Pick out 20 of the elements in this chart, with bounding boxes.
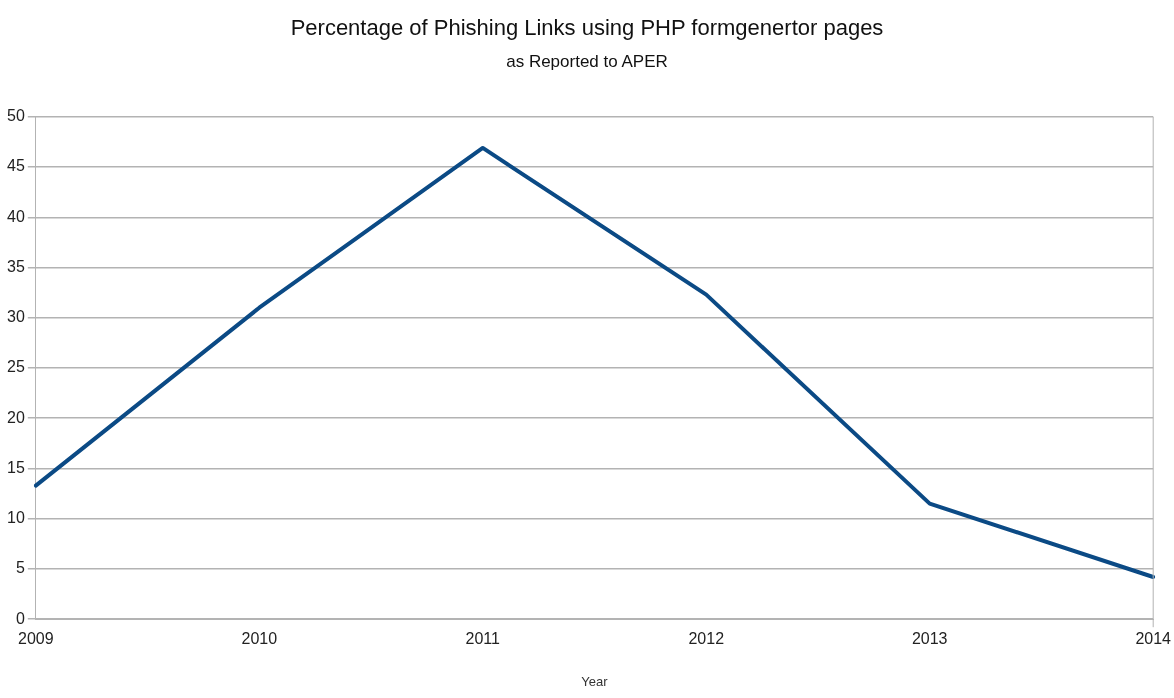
y-tick-label: 20 (7, 408, 25, 426)
x-tick-label: 2012 (688, 630, 725, 648)
y-tick-label: 10 (7, 509, 25, 527)
y-tick-label: 50 (7, 107, 25, 125)
y-tick-label: 5 (15, 559, 25, 577)
y-tick-label: 15 (7, 458, 25, 476)
x-tick-label: 2009 (18, 630, 54, 648)
y-tick-label: 45 (7, 157, 25, 175)
x-tick-label: 2010 (241, 630, 278, 648)
x-axis-title: Year (581, 673, 609, 689)
y-tick-label: 0 (15, 609, 25, 627)
y-tick-label: 40 (7, 207, 25, 225)
y-tick-label: 30 (7, 308, 25, 326)
y-tick-label: 35 (7, 257, 25, 275)
chart-title: Percentage of Phishing Links using PHP formgenertor pages (290, 15, 884, 41)
x-tick-label: 2013 (911, 630, 948, 648)
x-tick-label: 2011 (465, 630, 501, 648)
y-tick-label: 25 (7, 358, 25, 376)
x-tick-label: 2014 (1135, 630, 1172, 648)
chart-subtitle: as Reported to APER (506, 52, 668, 72)
